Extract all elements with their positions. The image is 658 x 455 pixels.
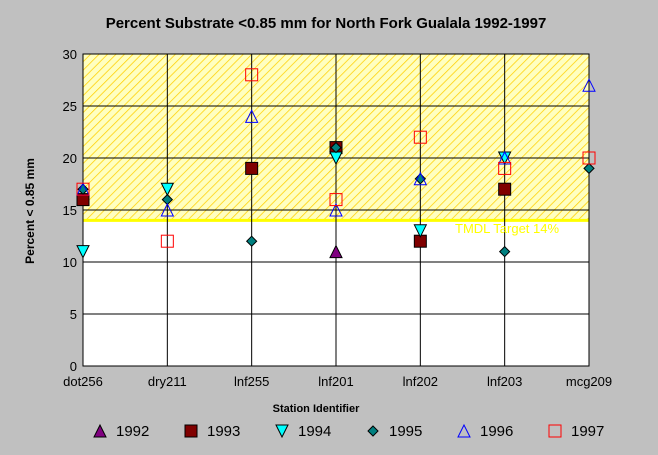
legend-marker-1992 — [93, 423, 107, 438]
target-label: TMDL Target 14% — [455, 221, 559, 236]
data-point-1995 — [583, 162, 595, 175]
chart-title: Percent Substrate <0.85 mm for North For… — [106, 15, 547, 32]
data-point-1996 — [582, 78, 596, 92]
data-point-1997 — [498, 161, 512, 175]
legend-label: 1995 — [389, 423, 422, 440]
data-point-1995 — [245, 235, 258, 247]
data-point-1996 — [244, 109, 259, 123]
y-tick-label: 15 — [63, 203, 77, 218]
y-tick-label: 0 — [70, 359, 77, 374]
data-point-1997 — [76, 182, 90, 196]
data-point-1997 — [245, 68, 259, 82]
x-tick-label: lnf201 — [318, 374, 353, 389]
data-point-1994 — [160, 182, 175, 197]
y-axis-label: Percent < 0.85 mm — [23, 158, 37, 264]
legend-label: 1993 — [207, 423, 240, 440]
data-point-1994 — [76, 245, 90, 259]
data-point-1997 — [329, 193, 343, 207]
data-point-1993 — [498, 182, 512, 196]
legend-marker-1996 — [457, 423, 471, 438]
data-point-1996 — [413, 171, 428, 186]
data-point-1997 — [160, 234, 174, 248]
data-point-1995 — [414, 173, 427, 185]
x-tick-label: mcg209 — [566, 374, 612, 389]
x-axis-label: Station Identifier — [273, 403, 361, 415]
y-axis-ticks: 0 5 10 15 20 25 30 — [63, 47, 77, 374]
data-point-1992 — [329, 244, 343, 259]
data-point-1993 — [245, 161, 259, 175]
legend-label: 1996 — [480, 423, 513, 440]
y-tick-label: 20 — [63, 151, 77, 166]
legend-marker-1994 — [275, 424, 289, 439]
legend-label: 1997 — [571, 423, 604, 440]
x-tick-label: lnf202 — [403, 374, 438, 389]
data-point-1996 — [329, 202, 343, 217]
data-point-1997 — [413, 130, 427, 144]
y-tick-label: 30 — [63, 47, 77, 62]
data-point-1997 — [582, 151, 596, 165]
y-tick-label: 5 — [70, 307, 77, 322]
data-point-1995 — [77, 183, 89, 195]
data-point-1995 — [330, 141, 342, 154]
legend-marker-1993 — [184, 424, 198, 438]
x-tick-label: dry211 — [148, 374, 187, 389]
data-points — [76, 68, 596, 259]
y-tick-label: 10 — [63, 255, 77, 270]
x-axis-ticks: dot256 dry211 lnf255 lnf201 lnf202 lnf203 mcg2… — [63, 374, 612, 389]
y-tick-label: 25 — [63, 99, 77, 114]
data-point-1996 — [160, 202, 175, 217]
data-point-1994 — [413, 224, 428, 238]
x-tick-label: lnf203 — [487, 374, 522, 389]
legend-marker-1997 — [548, 424, 562, 438]
legend-label: 1992 — [116, 423, 149, 440]
legend-label: 1994 — [298, 423, 331, 440]
legend-marker-1995 — [367, 425, 379, 437]
data-point-1995 — [498, 245, 511, 258]
data-point-1996 — [497, 150, 512, 165]
x-tick-label: lnf255 — [234, 374, 269, 389]
x-tick-label: dot256 — [63, 374, 103, 389]
legend: 1992 1993 1994 1995 1996 1997 — [93, 423, 604, 440]
